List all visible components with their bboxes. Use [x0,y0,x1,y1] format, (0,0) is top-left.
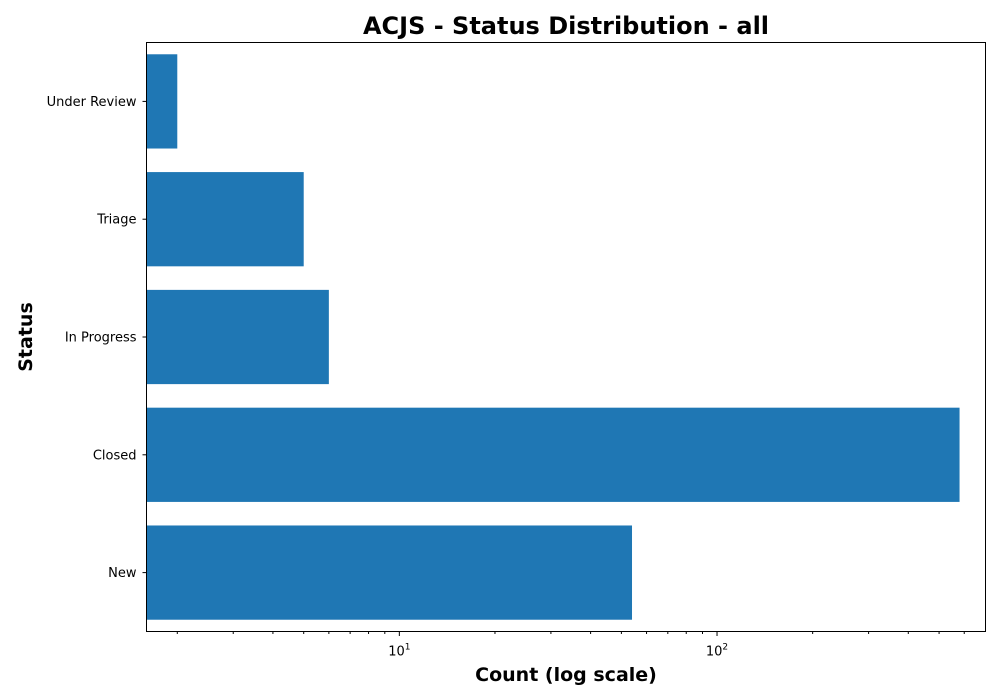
bar-under-review [146,54,178,149]
x-axis-ticks: 101 102 [176,631,965,660]
bar-in-progress [146,289,329,385]
bar-closed [146,407,960,502]
x-tick-label: 102 [706,643,728,660]
plot-frame [146,42,986,632]
y-axis-label: Status [15,302,37,372]
bar-new [146,525,633,620]
bars-group [146,54,960,620]
y-tick-label: Under Review [47,95,137,110]
x-tick-label: 101 [388,643,410,660]
y-axis-ticks: New Closed In Progress Triage Under Review [47,95,147,581]
y-tick-label: New [108,566,137,581]
bar-triage [146,172,304,267]
y-tick-label: In Progress [65,331,137,346]
chart-title: ACJS - Status Distribution - all [363,12,769,40]
x-axis-label: Count (log scale) [475,664,657,686]
y-tick-label: Triage [96,213,136,228]
y-tick-label: Closed [93,448,137,463]
